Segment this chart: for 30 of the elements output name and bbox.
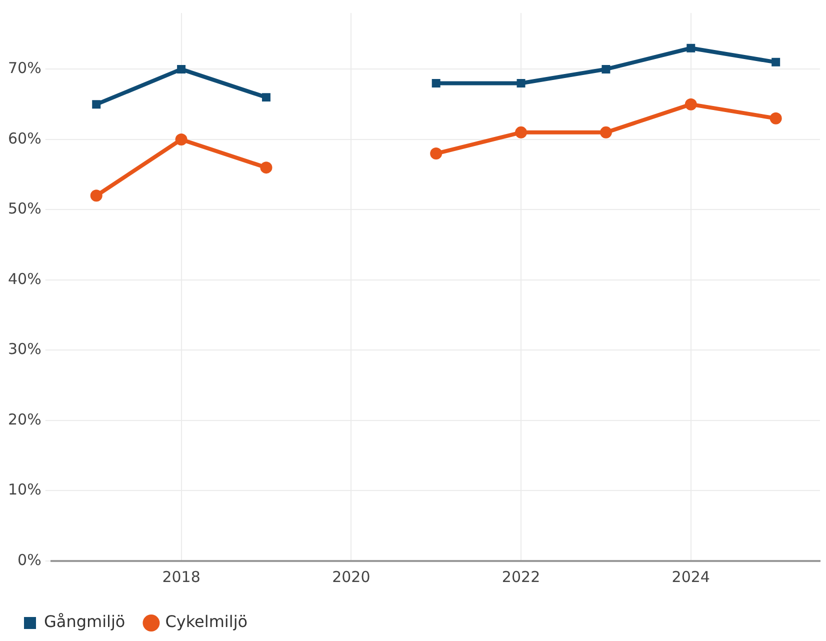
point [600,126,612,138]
y-tick-label: 0% [18,550,42,569]
point [432,79,440,88]
point [177,64,186,74]
point [602,64,610,74]
point [430,148,442,160]
x-tick-label: 2024 [672,568,710,586]
point [92,100,101,109]
y-tick-label: 50% [8,200,42,218]
point [90,190,102,202]
x-tick-label: 2020 [332,568,370,586]
y-tick-label: 40% [8,270,42,288]
point [515,126,528,138]
point [772,58,780,66]
y-tick-label: 10% [8,480,42,499]
point [686,44,696,52]
point [260,162,272,174]
y-tick-label: 60% [8,129,42,148]
point [684,98,697,110]
y-tick-label: 70% [8,59,42,78]
point [175,133,188,146]
y-tick-label: 20% [8,410,42,428]
legend-label: Cykelmiljö [165,612,248,632]
y-tick-label: 30% [8,340,42,358]
x-tick-label: 2022 [502,568,540,586]
point [262,93,270,102]
legend-label: Gångmiljö [44,612,126,632]
x-tick-label: 2018 [162,568,200,586]
point [770,112,782,124]
point [516,79,526,88]
